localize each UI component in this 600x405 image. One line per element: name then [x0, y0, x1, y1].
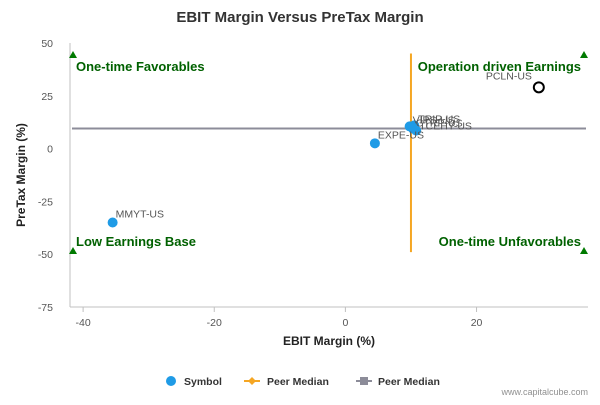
data-points: PCLN-US TRIP-USVIPS-USCTRP-USTCEHY-USEXPE… — [107, 70, 545, 228]
point-label: PCLN-US — [486, 70, 532, 82]
data-point-pcln-us[interactable]: PCLN-US — [486, 70, 545, 94]
legend: Symbol Peer Median Peer Median — [166, 376, 440, 388]
point-marker — [369, 138, 380, 149]
y-axis-title: PreTax Margin (%) — [14, 123, 28, 227]
legend-item-peer-median-horizontal[interactable]: Peer Median — [356, 376, 440, 388]
data-point-expe-us[interactable]: EXPE-US — [369, 129, 424, 149]
legend-hmedian-square — [360, 377, 368, 385]
y-tick-label: -25 — [38, 196, 53, 208]
quadrant-label-bottom-left: Low Earnings Base — [76, 234, 196, 249]
x-tick-label: -40 — [76, 317, 91, 329]
quadrant-markers — [69, 51, 588, 255]
point-label: CTRP-US — [416, 118, 463, 130]
y-tick-label: -75 — [38, 302, 53, 314]
legend-vmedian-label: Peer Median — [267, 376, 329, 388]
legend-symbol-marker — [166, 376, 176, 386]
quadrant-triangle-icon — [580, 247, 588, 255]
point-marker — [107, 217, 118, 228]
x-tick-label: 20 — [471, 317, 483, 329]
point-label: TCEHY-US — [419, 121, 472, 133]
y-tick-label: 25 — [41, 91, 53, 103]
chart-title: EBIT Margin Versus PreTax Margin — [176, 9, 423, 26]
point-label: TRIP-US — [418, 113, 460, 125]
point-label: EXPE-US — [378, 129, 424, 141]
y-tick-label: 50 — [41, 38, 53, 50]
quadrant-triangle-icon — [69, 51, 77, 58]
point-marker — [532, 81, 545, 94]
x-axis-title: EBIT Margin (%) — [283, 334, 375, 348]
quadrant-label-bottom-right: One-time Unfavorables — [439, 234, 581, 249]
legend-hmedian-label: Peer Median — [378, 376, 440, 388]
y-tick-label: -50 — [38, 249, 53, 261]
data-point-tcehy-us[interactable]: TCEHY-US — [411, 121, 472, 136]
x-tick-label: 0 — [342, 317, 348, 329]
point-label: VIPS-US — [413, 114, 455, 126]
point-label: MMYT-US — [116, 209, 164, 221]
y-tick-label: 0 — [47, 144, 53, 156]
quadrant-triangle-icon — [580, 51, 588, 58]
quadrant-label-top-right: Operation driven Earnings — [418, 59, 581, 74]
y-axis-ticks: 50 25 0 -25 -50 -75 — [38, 38, 53, 314]
legend-item-peer-median-vertical[interactable]: Peer Median — [244, 376, 329, 388]
data-point-mmyt-us[interactable]: MMYT-US — [107, 209, 164, 228]
legend-item-symbol[interactable]: Symbol — [166, 376, 222, 388]
quadrant-triangle-icon — [69, 247, 77, 255]
credit-text: www.capitalcube.com — [500, 387, 588, 397]
quadrant-label-top-left: One-time Favorables — [76, 59, 205, 74]
point-marker — [411, 125, 422, 136]
legend-symbol-label: Symbol — [184, 376, 222, 388]
x-axis-ticks: -40 -20 0 20 — [76, 307, 483, 329]
legend-vmedian-diamond — [248, 377, 256, 385]
x-tick-label: -20 — [207, 317, 222, 329]
